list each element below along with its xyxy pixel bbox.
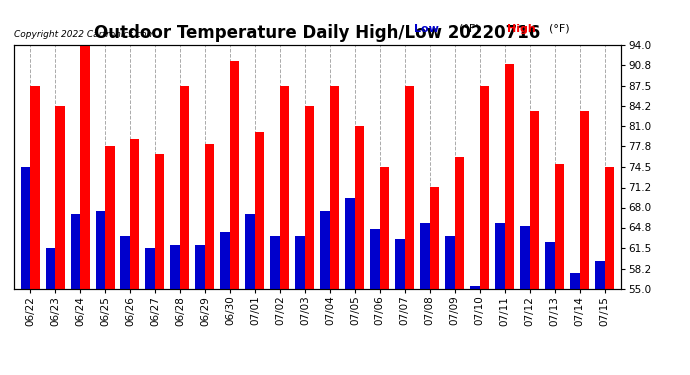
Bar	[21, 167, 30, 289]
Bar	[305, 106, 315, 289]
Title: Outdoor Temperature Daily High/Low 20220716: Outdoor Temperature Daily High/Low 20220…	[95, 24, 540, 42]
Bar	[280, 86, 289, 289]
Bar	[220, 232, 230, 289]
Bar	[55, 106, 65, 289]
Bar	[480, 86, 489, 289]
Bar	[121, 236, 130, 289]
Bar	[80, 45, 90, 289]
Text: Copyright 2022 Cartronics.com: Copyright 2022 Cartronics.com	[14, 30, 155, 39]
Bar	[246, 214, 255, 289]
Bar	[355, 126, 364, 289]
Bar	[170, 245, 180, 289]
Bar	[471, 286, 480, 289]
Bar	[330, 86, 339, 289]
Text: (°F): (°F)	[459, 24, 480, 34]
Bar	[155, 154, 164, 289]
Bar	[371, 230, 380, 289]
Text: (°F): (°F)	[549, 24, 569, 34]
Bar	[346, 198, 355, 289]
Bar	[455, 158, 464, 289]
Bar	[405, 86, 415, 289]
Bar	[420, 223, 430, 289]
Text: Low: Low	[414, 24, 439, 34]
Bar	[270, 236, 280, 289]
Bar	[70, 214, 80, 289]
Bar	[604, 167, 614, 289]
Bar	[520, 226, 530, 289]
Bar	[130, 139, 139, 289]
Bar	[530, 111, 540, 289]
Bar	[445, 236, 455, 289]
Bar	[395, 239, 405, 289]
Bar	[505, 64, 514, 289]
Bar	[195, 245, 205, 289]
Bar	[570, 273, 580, 289]
Bar	[430, 188, 440, 289]
Bar	[30, 86, 39, 289]
Bar	[320, 211, 330, 289]
Bar	[595, 261, 604, 289]
Bar	[46, 248, 55, 289]
Bar	[495, 223, 505, 289]
Bar	[95, 211, 105, 289]
Bar	[255, 132, 264, 289]
Bar	[146, 248, 155, 289]
Bar	[380, 167, 389, 289]
Bar	[105, 146, 115, 289]
Bar	[295, 236, 305, 289]
Bar	[180, 86, 190, 289]
Bar	[205, 144, 215, 289]
Text: High: High	[507, 24, 536, 34]
Bar	[580, 111, 589, 289]
Bar	[230, 61, 239, 289]
Bar	[555, 164, 564, 289]
Bar	[545, 242, 555, 289]
